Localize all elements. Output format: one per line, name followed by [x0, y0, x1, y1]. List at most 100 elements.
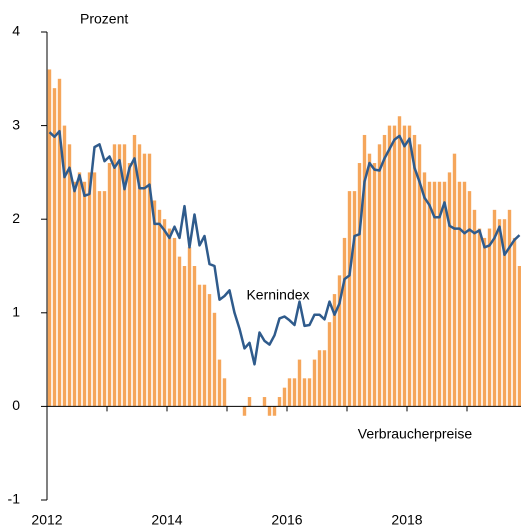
bar — [212, 312, 217, 407]
bar — [442, 181, 447, 407]
x-tick-label: 2014 — [151, 512, 182, 528]
bar — [507, 209, 512, 407]
bar — [262, 397, 267, 407]
bar — [472, 209, 477, 407]
bar — [217, 359, 222, 407]
bar — [47, 69, 52, 407]
bar — [372, 163, 377, 407]
bar — [52, 88, 57, 407]
bar — [337, 275, 342, 407]
bar — [272, 406, 277, 416]
x-tick-label: 2018 — [391, 512, 422, 528]
bar — [427, 181, 432, 407]
bar — [362, 134, 367, 407]
bar — [57, 78, 62, 407]
bar — [72, 181, 77, 407]
bar — [242, 406, 247, 416]
bar — [407, 125, 412, 407]
bar — [287, 378, 292, 407]
bar — [487, 228, 492, 407]
bar — [97, 191, 102, 407]
bar — [422, 172, 427, 407]
bar — [492, 209, 497, 407]
bar — [87, 172, 92, 407]
bar — [517, 266, 521, 407]
y-tick-label: 2 — [12, 210, 20, 226]
y-tick-label: 0 — [12, 397, 20, 413]
y-axis-label: Prozent — [80, 11, 128, 27]
bar — [192, 266, 197, 407]
x-tick-label: 2012 — [31, 512, 62, 528]
line — [48, 129, 521, 366]
y-tick-label: -1 — [8, 491, 21, 507]
bar — [277, 397, 282, 407]
bar — [67, 144, 72, 407]
bar — [392, 125, 397, 407]
bar — [387, 125, 392, 407]
bar — [307, 378, 312, 407]
series-label: Kernindex — [246, 287, 309, 303]
bar — [162, 219, 167, 407]
bar — [457, 181, 462, 407]
bar — [112, 144, 117, 407]
bar — [497, 219, 502, 407]
bar — [152, 200, 157, 407]
bar — [462, 181, 467, 407]
bar — [482, 237, 487, 407]
bar — [187, 247, 192, 407]
bar — [352, 191, 357, 407]
x-tick-label: 2016 — [271, 512, 302, 528]
bar — [122, 144, 127, 407]
bar — [302, 378, 307, 407]
bar — [207, 294, 212, 407]
bar — [312, 359, 317, 407]
bar — [92, 172, 97, 407]
bar — [502, 219, 507, 407]
bar — [282, 387, 287, 407]
bar — [347, 191, 352, 407]
bar — [137, 144, 142, 407]
series-label: Verbraucherpreise — [358, 426, 473, 442]
bar — [177, 256, 182, 407]
bar — [327, 322, 332, 407]
bar — [447, 172, 452, 407]
bar — [167, 228, 172, 407]
bar — [157, 209, 162, 407]
bar — [127, 163, 132, 407]
bar — [357, 163, 362, 407]
bar — [117, 144, 122, 407]
bar — [317, 350, 322, 407]
bar — [132, 134, 137, 407]
bar — [452, 153, 457, 407]
bar — [297, 359, 302, 407]
y-tick-label: 3 — [12, 116, 20, 132]
bar — [412, 134, 417, 407]
bar — [397, 116, 402, 407]
bar — [182, 266, 187, 407]
bar — [402, 125, 407, 407]
bar — [377, 144, 382, 407]
bar — [107, 163, 112, 407]
bar — [477, 228, 482, 407]
bar — [367, 153, 372, 407]
bar — [82, 181, 87, 407]
bar — [197, 284, 202, 407]
bar — [62, 125, 67, 407]
bar — [147, 153, 152, 407]
bar — [432, 181, 437, 407]
bar — [247, 397, 252, 407]
bar — [102, 191, 107, 407]
bar — [142, 153, 147, 407]
bar — [202, 284, 207, 407]
bar — [437, 181, 442, 407]
bar — [382, 134, 387, 407]
bar — [77, 172, 82, 407]
bar — [292, 378, 297, 407]
bar — [222, 378, 227, 407]
bar — [322, 350, 327, 407]
bar — [342, 237, 347, 407]
bar — [417, 144, 422, 407]
bar — [467, 191, 472, 407]
y-tick-label: 1 — [12, 304, 20, 320]
